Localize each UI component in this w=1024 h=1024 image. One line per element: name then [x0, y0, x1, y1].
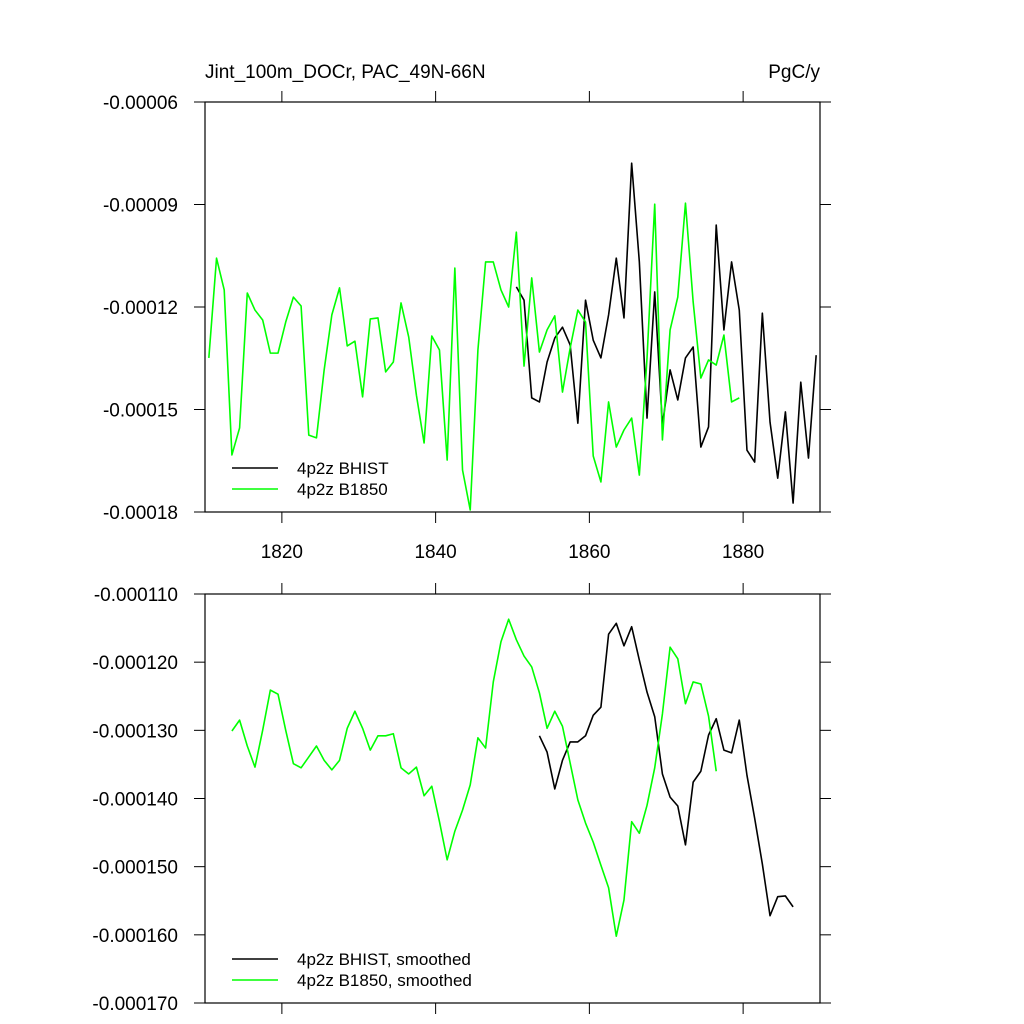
y-tick-label: -0.000110	[94, 585, 178, 606]
plot-frame	[204, 101, 821, 513]
y-tick-label: -0.000130	[92, 721, 178, 742]
chart-title: Jint_100m_DOCr, PAC_49N-66N	[205, 62, 486, 83]
legend-label: 4p2z BHIST, smoothed	[297, 950, 471, 969]
legend-label: 4p2z B1850, smoothed	[297, 971, 472, 990]
y-tick-label: -0.000140	[92, 790, 178, 811]
y-tick-label: -0.00009	[103, 196, 178, 217]
data-line	[208, 202, 740, 511]
y-tick-label: -0.000160	[92, 926, 178, 947]
y-tick-label: -0.00015	[103, 401, 178, 422]
x-tick-label: 1820	[261, 542, 303, 563]
legend-label: 4p2z B1850	[297, 480, 388, 499]
y-tick-label: -0.00006	[103, 93, 178, 114]
y-tick-label: -0.00012	[103, 298, 178, 319]
plot-frame	[204, 593, 821, 1004]
y-tick-label: -0.00018	[103, 503, 178, 524]
data-line	[515, 162, 817, 504]
y-tick-label: -0.000150	[92, 858, 178, 879]
legend-label: 4p2z BHIST	[297, 459, 389, 478]
x-tick-label: 1840	[414, 542, 456, 563]
units-label: PgC/y	[768, 62, 820, 83]
x-tick-label: 1860	[568, 542, 610, 563]
y-tick-label: -0.000120	[92, 653, 178, 674]
x-tick-label: 1880	[722, 542, 764, 563]
data-line	[538, 622, 794, 917]
data-line	[231, 618, 718, 937]
y-tick-label: -0.000170	[92, 994, 178, 1015]
